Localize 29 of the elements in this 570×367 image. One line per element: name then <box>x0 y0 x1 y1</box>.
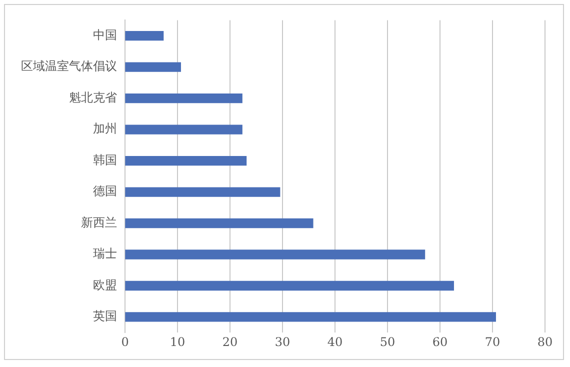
bar <box>125 312 496 322</box>
x-tick-label: 60 <box>432 334 448 349</box>
y-tick-label: 区域温室气体倡议 <box>21 59 117 74</box>
bar <box>125 30 164 41</box>
x-tick-label: 30 <box>274 334 290 349</box>
x-tick-label: 40 <box>327 334 343 349</box>
bar <box>125 93 242 104</box>
bar <box>125 187 280 197</box>
bar <box>125 62 181 72</box>
y-tick-label: 欧盟 <box>93 278 117 292</box>
x-tick-label: 10 <box>170 334 186 349</box>
y-tick-label: 新西兰 <box>81 215 117 230</box>
bar <box>125 156 247 166</box>
bar <box>125 280 454 291</box>
bar <box>125 124 242 134</box>
y-tick-label: 英国 <box>93 309 117 324</box>
bar <box>125 218 314 228</box>
y-tick-label: 中国 <box>93 28 117 42</box>
y-tick-label: 瑞士 <box>93 246 117 261</box>
x-tick-label: 70 <box>484 334 500 349</box>
x-tick-label: 20 <box>222 334 238 349</box>
bar <box>125 250 426 260</box>
x-tick-label: 50 <box>380 334 396 349</box>
y-tick-label: 加州 <box>93 122 117 136</box>
x-tick-label: 80 <box>537 334 553 349</box>
x-tick-label: 0 <box>121 334 129 349</box>
y-tick-label: 韩国 <box>93 152 117 167</box>
y-tick-label: 德国 <box>93 184 117 198</box>
y-tick-label: 魁北克省 <box>69 90 117 104</box>
